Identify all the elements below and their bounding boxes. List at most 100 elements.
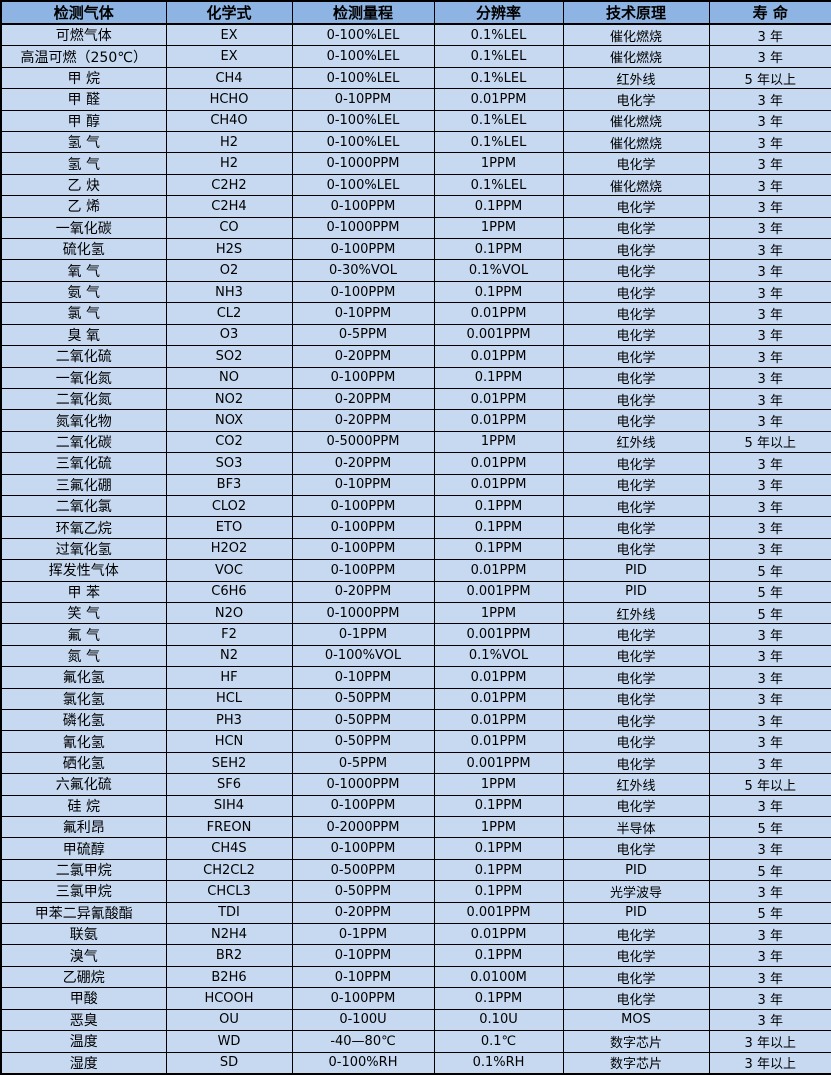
table-row: 笑 气 N2O 0-1000PPM 1PPM 红外线 5 年	[0, 601, 831, 625]
cell-formula: CLO2	[165, 494, 293, 518]
cell-gas: 氨 气	[0, 280, 167, 304]
cell-lifespan: 3 年	[708, 409, 831, 432]
cell-formula: C2H4	[165, 195, 293, 218]
cell-lifespan: 3 年	[708, 152, 831, 175]
cell-formula: VOC	[165, 559, 293, 582]
cell-formula: C2H2	[165, 173, 293, 197]
cell-range: 0-100%LEL	[291, 23, 435, 47]
cell-principle: 电化学	[562, 730, 710, 753]
cell-lifespan: 3 年	[708, 965, 831, 989]
cell-lifespan: 3 年	[708, 987, 831, 1010]
cell-principle: 红外线	[562, 66, 710, 90]
cell-lifespan: 3 年	[708, 302, 831, 325]
cell-resolution: 0.01PPM	[433, 923, 564, 946]
cell-resolution: 0.1PPM	[433, 794, 564, 818]
cell-principle: 电化学	[562, 280, 710, 304]
cell-range: 0-2000PPM	[291, 816, 435, 839]
table-row: 氮 气 N2 0-100%VOL 0.1%VOL 电化学 3 年	[0, 644, 831, 668]
cell-gas: 氮氧化物	[0, 409, 167, 432]
cell-gas: 氟化氢	[0, 666, 167, 689]
table-row: 甲 醛 HCHO 0-10PPM 0.01PPM 电化学 3 年	[0, 88, 831, 111]
cell-resolution: 0.1%LEL	[433, 23, 564, 47]
cell-gas: 硅 烷	[0, 794, 167, 818]
table-row: 甲 醇 CH4O 0-100%LEL 0.1%LEL 催化燃烧 3 年	[0, 109, 831, 133]
cell-principle: 电化学	[562, 387, 710, 411]
table-row: 甲酸 HCOOH 0-100PPM 0.1PPM 电化学 3 年	[0, 987, 831, 1010]
cell-gas: 臭 氧	[0, 323, 167, 347]
cell-gas: 氟利昂	[0, 816, 167, 839]
cell-formula: ETO	[165, 516, 293, 539]
cell-resolution: 1PPM	[433, 152, 564, 175]
cell-lifespan: 3 年	[708, 323, 831, 347]
table-row: 甲苯二异氰酸酯 TDI 0-20PPM 0.001PPM PID 5 年	[0, 901, 831, 925]
table-row: 氢 气 H2 0-1000PPM 1PPM 电化学 3 年	[0, 152, 831, 175]
cell-principle: 催化燃烧	[562, 131, 710, 154]
table-row: 氢 气 H2 0-100%LEL 0.1%LEL 催化燃烧 3 年	[0, 131, 831, 154]
cell-resolution: 0.1%VOL	[433, 644, 564, 668]
cell-principle: 电化学	[562, 644, 710, 668]
cell-range: 0-100PPM	[291, 516, 435, 539]
cell-gas: 过氧化氢	[0, 537, 167, 561]
cell-range: 0-1000PPM	[291, 773, 435, 796]
cell-gas: 乙 烯	[0, 195, 167, 218]
cell-gas: 环氧乙烷	[0, 516, 167, 539]
table-row: 氨 气 NH3 0-100PPM 0.1PPM 电化学 3 年	[0, 280, 831, 304]
cell-formula: HCL	[165, 687, 293, 711]
table-row: 甲 烷 CH4 0-100%LEL 0.1%LEL 红外线 5 年以上	[0, 66, 831, 90]
cell-gas: 乙 炔	[0, 173, 167, 197]
cell-range: 0-100%LEL	[291, 109, 435, 133]
cell-lifespan: 3 年	[708, 837, 831, 860]
cell-range: 0-5000PPM	[291, 430, 435, 454]
cell-range: 0-1000PPM	[291, 216, 435, 240]
cell-principle: 红外线	[562, 601, 710, 625]
cell-lifespan: 3 年	[708, 708, 831, 732]
header-gas: 检测气体	[0, 0, 167, 25]
cell-principle: 电化学	[562, 537, 710, 561]
cell-range: 0-100PPM	[291, 195, 435, 218]
cell-gas: 氧 气	[0, 259, 167, 282]
table-header: 检测气体 化学式 检测量程 分辨率 技术原理 寿 命	[0, 0, 831, 25]
cell-formula: H2O2	[165, 537, 293, 561]
cell-principle: 催化燃烧	[562, 173, 710, 197]
cell-resolution: 0.1%LEL	[433, 109, 564, 133]
cell-formula: EX	[165, 45, 293, 68]
cell-resolution: 0.1PPM	[433, 837, 564, 860]
cell-lifespan: 3 年	[708, 259, 831, 282]
cell-resolution: 0.1PPM	[433, 858, 564, 882]
table-row: 过氧化氢 H2O2 0-100PPM 0.1PPM 电化学 3 年	[0, 537, 831, 561]
cell-lifespan: 3 年	[708, 494, 831, 518]
cell-resolution: 0.10U	[433, 1008, 564, 1032]
cell-gas: 二氧化氯	[0, 494, 167, 518]
cell-range: 0-100PPM	[291, 987, 435, 1010]
cell-resolution: 0.01PPM	[433, 687, 564, 711]
cell-gas: 氢 气	[0, 152, 167, 175]
cell-range: 0-30%VOL	[291, 259, 435, 282]
cell-formula: CHCL3	[165, 880, 293, 903]
cell-range: 0-50PPM	[291, 708, 435, 732]
cell-range: 0-1PPM	[291, 623, 435, 646]
cell-gas: 甲 烷	[0, 66, 167, 90]
cell-formula: EX	[165, 23, 293, 47]
cell-resolution: 0.01PPM	[433, 302, 564, 325]
cell-gas: 挥发性气体	[0, 559, 167, 582]
table-row: 挥发性气体 VOC 0-100PPM 0.01PPM PID 5 年	[0, 559, 831, 582]
cell-gas: 一氧化碳	[0, 216, 167, 240]
table-row: 可燃气体 EX 0-100%LEL 0.1%LEL 催化燃烧 3 年	[0, 23, 831, 47]
cell-formula: N2	[165, 644, 293, 668]
table-row: 三氧化硫 SO3 0-20PPM 0.01PPM 电化学 3 年	[0, 452, 831, 475]
cell-gas: 乙硼烷	[0, 965, 167, 989]
table-row: 二氯甲烷 CH2CL2 0-500PPM 0.1PPM PID 5 年	[0, 858, 831, 882]
cell-gas: 甲苯二异氰酸酯	[0, 901, 167, 925]
cell-principle: 电化学	[562, 751, 710, 775]
cell-formula: B2H6	[165, 965, 293, 989]
cell-formula: CO2	[165, 430, 293, 454]
cell-gas: 氟 气	[0, 623, 167, 646]
cell-gas: 甲 苯	[0, 580, 167, 603]
cell-formula: NO2	[165, 387, 293, 411]
cell-principle: 电化学	[562, 88, 710, 111]
cell-lifespan: 5 年	[708, 580, 831, 603]
header-formula: 化学式	[165, 0, 293, 25]
cell-lifespan: 5 年	[708, 816, 831, 839]
table-body: 可燃气体 EX 0-100%LEL 0.1%LEL 催化燃烧 3 年高温可燃（250℃） E…	[0, 23, 831, 1075]
cell-lifespan: 3 年	[708, 944, 831, 967]
